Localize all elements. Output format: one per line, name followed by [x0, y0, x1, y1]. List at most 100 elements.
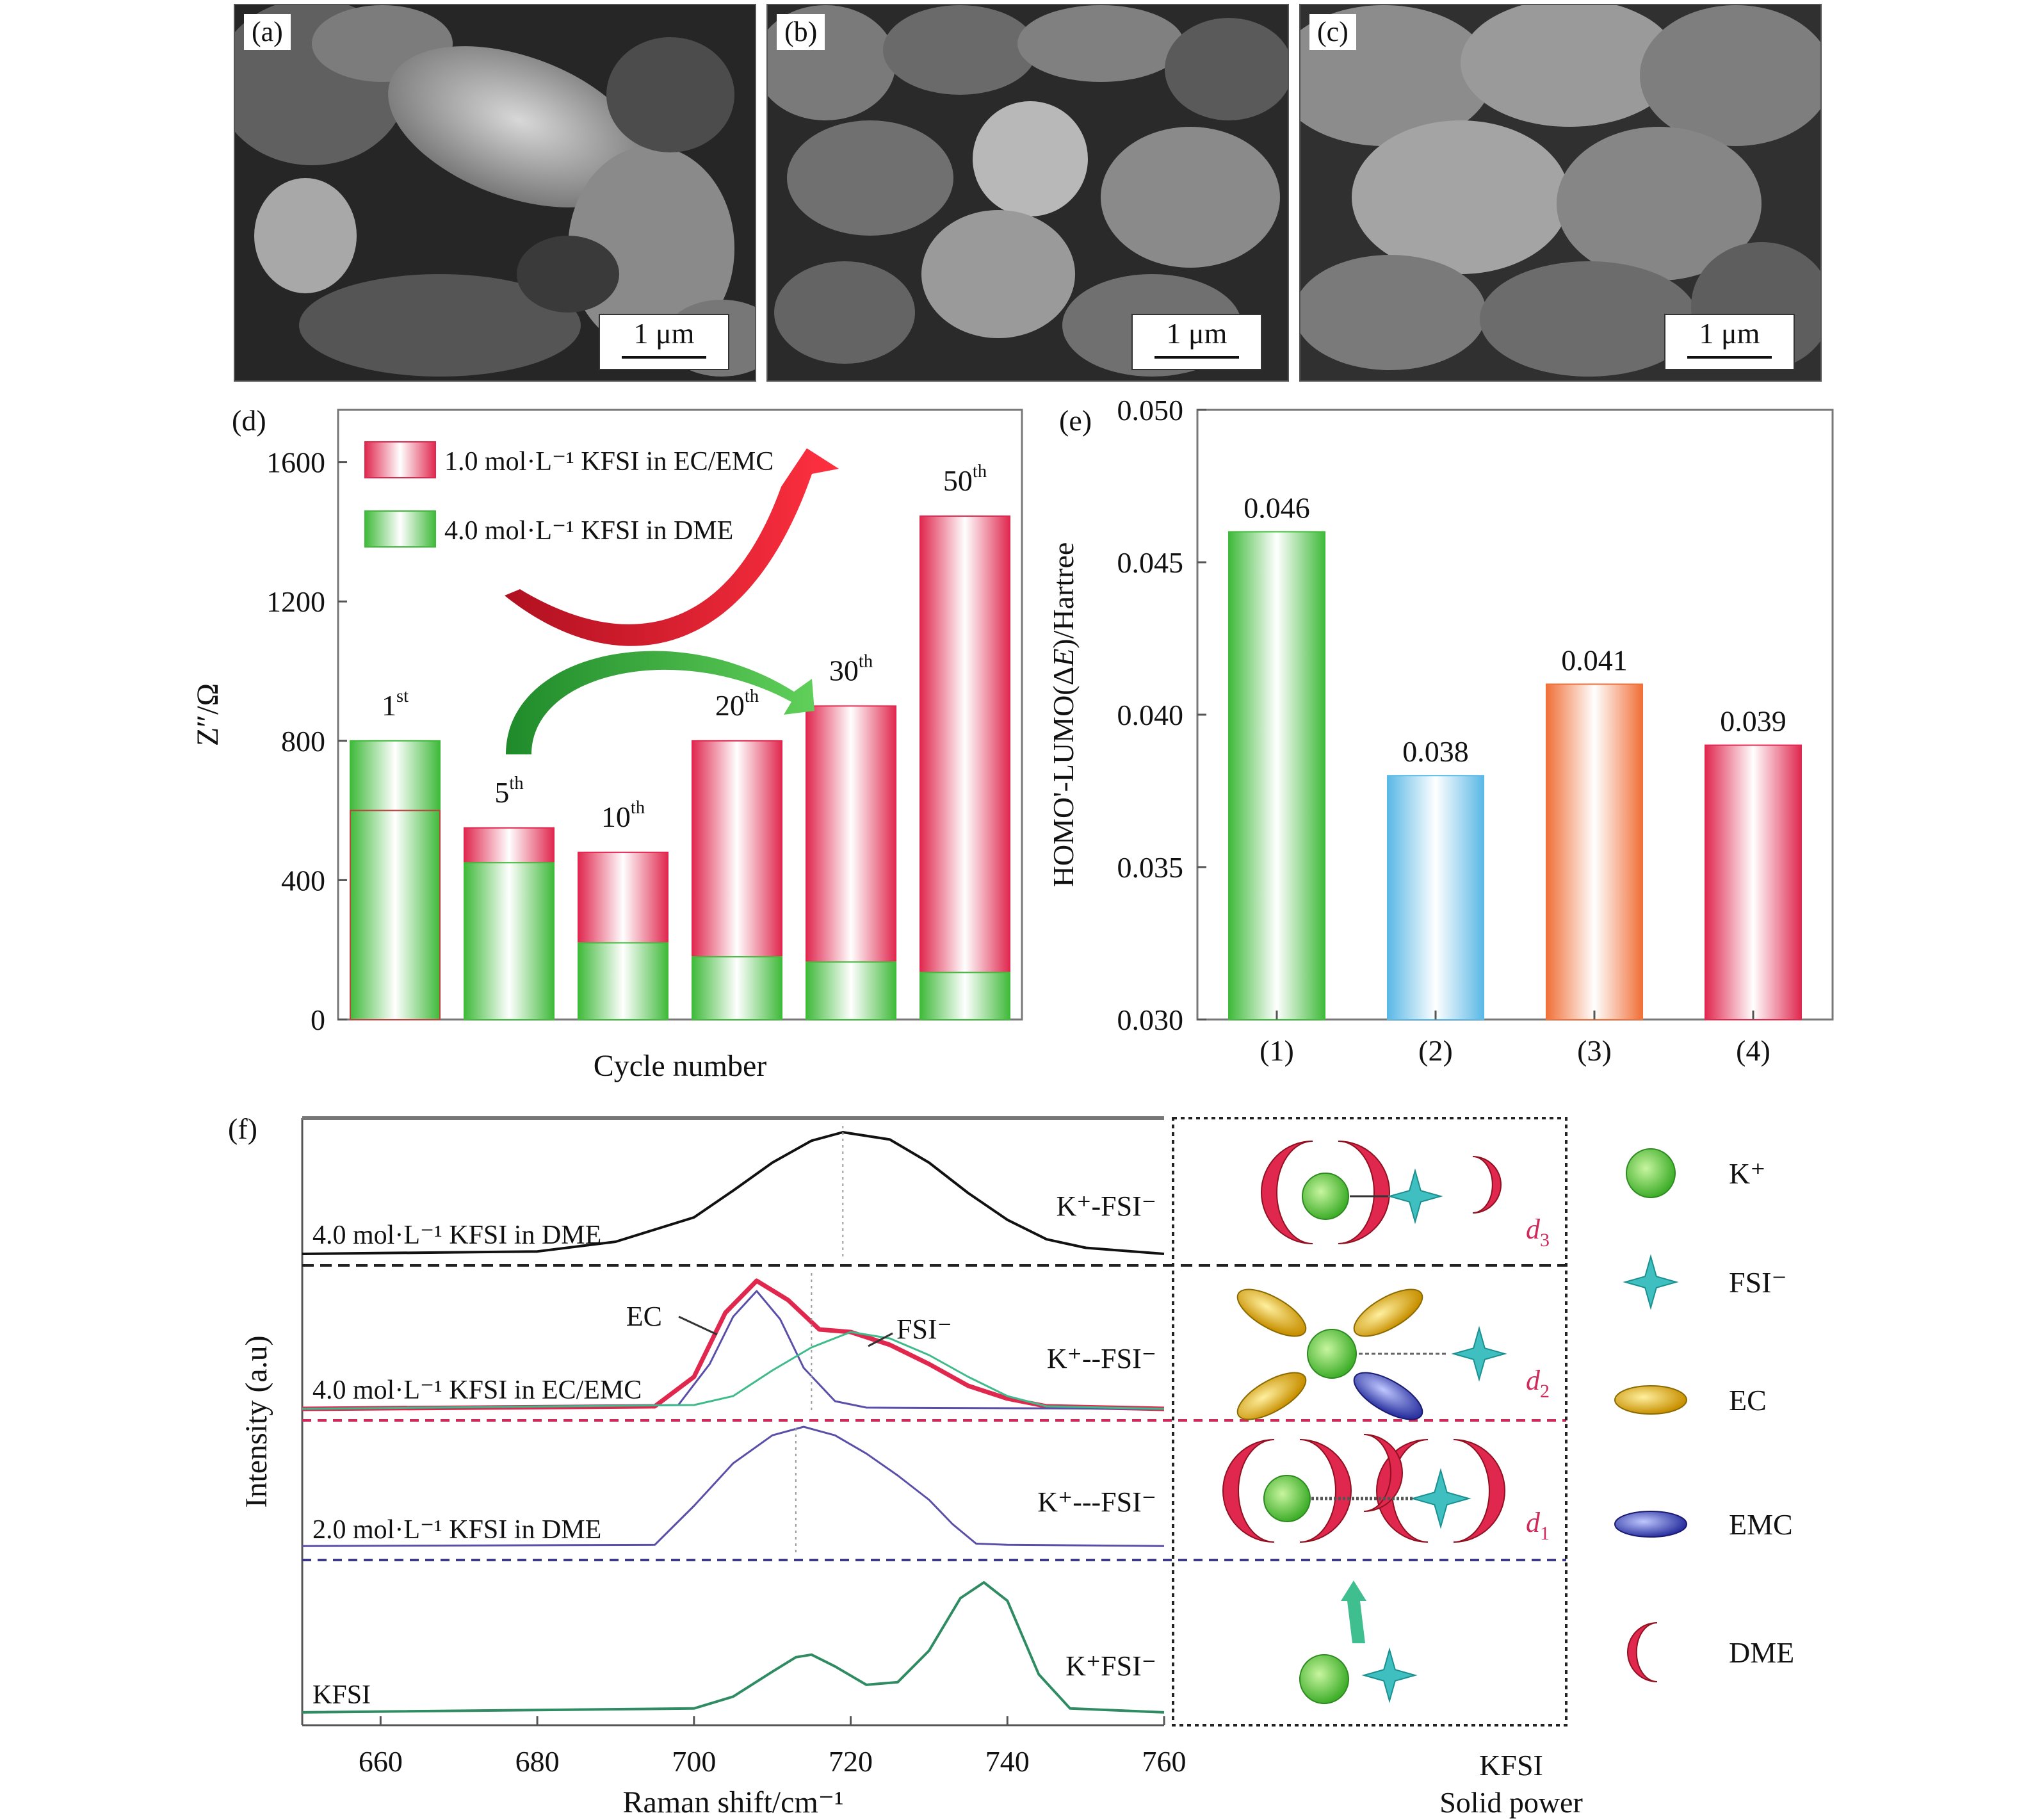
- emc-molecule-icon: [1353, 1372, 1423, 1420]
- panel-label-b: (b): [777, 14, 825, 50]
- x-tick-label-f: 740: [985, 1745, 1030, 1778]
- k-ion-icon: [1302, 1173, 1349, 1220]
- plot-frame-d: [337, 409, 1023, 1021]
- caption-solid-power: Solid power: [1439, 1786, 1583, 1819]
- x-tick-label-e: (3): [1577, 1034, 1612, 1067]
- category-label-d: 5th: [494, 774, 523, 809]
- sem-panel-c: (c) 1 μm: [1299, 4, 1822, 382]
- dme-molecule-icon: [1222, 1439, 1275, 1543]
- y-tick-label-e: 0.045: [1117, 546, 1184, 579]
- y-tick-label-e: 0.030: [1117, 1003, 1184, 1036]
- bar-red: [919, 515, 1010, 1020]
- y-tick-label-d: 400: [281, 864, 325, 897]
- bar-green: [919, 971, 1010, 1021]
- x-tick-label-f: 720: [829, 1745, 873, 1778]
- bond-label-f: K⁺--FSI⁻: [1047, 1343, 1156, 1374]
- sem-panel-a: (a) 1 μm: [234, 4, 756, 382]
- bar-e: [1705, 744, 1802, 1020]
- distance-label: d1: [1526, 1507, 1550, 1544]
- panel-label-d: (d): [232, 404, 266, 437]
- legend-label-f: EMC: [1729, 1508, 1793, 1541]
- row-label-f: KFSI: [312, 1680, 371, 1710]
- x-axis-label-d: Cycle number: [594, 1049, 767, 1083]
- dme-molecule-icon: [1338, 1141, 1390, 1244]
- panel-label-a: (a): [244, 14, 291, 50]
- spectrum-line: [302, 1426, 1165, 1547]
- dme-molecule-icon: [1627, 1622, 1658, 1682]
- legend-label-d: 4.0 mol·L⁻¹ KFSI in DME: [444, 516, 733, 546]
- row-label-f: 4.0 mol·L⁻¹ KFSI in DME: [312, 1221, 601, 1250]
- spectrum-line: [302, 1581, 1165, 1714]
- fsi-ion-icon: [1410, 1468, 1471, 1529]
- cycle-arrow-red: [505, 448, 839, 646]
- bond-label-f: K⁺FSI⁻: [1065, 1650, 1156, 1682]
- y-tick-label-d: 1200: [266, 585, 325, 618]
- bar-e: [1228, 531, 1325, 1020]
- legend-swatch-d: [364, 441, 436, 478]
- panel-label-f: (f): [228, 1112, 257, 1145]
- peak-label-ec: EC: [626, 1301, 662, 1332]
- x-tick-label-f: 680: [515, 1745, 560, 1778]
- k-ion-icon: [1299, 1654, 1349, 1704]
- dme-molecule-icon: [1299, 1439, 1352, 1543]
- y-axis-label-f: Intensity (a.u): [239, 1335, 273, 1507]
- spectrum-line: [302, 1290, 1165, 1410]
- panel-label-e: (e): [1059, 404, 1092, 437]
- y-tick-label-e: 0.050: [1117, 394, 1184, 427]
- bar-red-outline: [350, 809, 441, 1020]
- category-label-d: 50th: [943, 462, 987, 497]
- distance-label: d3: [1526, 1214, 1550, 1251]
- dme-molecule-icon: [1453, 1439, 1505, 1543]
- dme-molecule-icon: [1261, 1141, 1313, 1244]
- peak-arrow-fsi: [868, 1332, 893, 1347]
- scale-bar-b: 1 μm: [1131, 314, 1262, 370]
- fsi-ion-icon: [1361, 1647, 1418, 1703]
- x-axis-label-f: Raman shift/cm⁻¹: [623, 1785, 844, 1819]
- homo-lumo-bar-chart: (e) 0.030 0.035 0.040 0.045 0.050 HOMO'-LUMO(Δ…: [1047, 394, 1834, 1067]
- category-label-d: 1st: [382, 687, 409, 722]
- data-label-e: 0.046: [1243, 491, 1310, 524]
- bar-green: [350, 740, 441, 1021]
- raman-spectra-chart: (f) 4.0 mol·L⁻¹ KFSI in DME 4.0 mol·L⁻¹ KF…: [228, 1112, 1794, 1819]
- bar-e: [1387, 775, 1484, 1020]
- x-tick-label-e: (2): [1418, 1034, 1453, 1067]
- bar-green: [692, 956, 782, 1020]
- fsi-ion-icon: [1387, 1168, 1443, 1224]
- y-tick-label-e: 0.035: [1117, 851, 1184, 884]
- cycle-arrow-green: [506, 651, 814, 754]
- x-tick-label-f: 760: [1142, 1745, 1187, 1778]
- scale-bar-a: 1 μm: [599, 314, 729, 370]
- spectrum-line: [302, 1331, 1165, 1410]
- x-tick-label-f: 700: [672, 1745, 716, 1778]
- scale-text-a: 1 μm: [633, 317, 695, 350]
- bar-green: [464, 862, 555, 1020]
- arrow-up-icon: [1341, 1580, 1366, 1643]
- legend-label-f: FSI⁻: [1729, 1266, 1787, 1299]
- caption-kfsi: KFSI: [1479, 1749, 1543, 1782]
- scale-text-b: 1 μm: [1166, 317, 1227, 350]
- ec-molecule-icon: [1353, 1288, 1423, 1337]
- bar-e: [1546, 683, 1643, 1020]
- x-tick-label-e: (4): [1736, 1034, 1770, 1067]
- category-label-d: 30th: [829, 652, 873, 687]
- bar-green: [806, 961, 896, 1020]
- spectrum-line: [302, 1278, 1165, 1411]
- k-ion-icon: [1263, 1475, 1311, 1522]
- fsi-ion-icon: [1623, 1254, 1679, 1310]
- ec-molecule-icon: [1236, 1372, 1307, 1420]
- k-ion-icon: [1307, 1329, 1357, 1379]
- legend-swatch-d: [364, 510, 436, 548]
- x-tick-label-e: (1): [1260, 1034, 1294, 1067]
- panel-label-c: (c): [1309, 14, 1356, 50]
- legend-label-f: DME: [1729, 1636, 1794, 1669]
- data-label-e: 0.041: [1561, 644, 1628, 676]
- distance-label: d2: [1526, 1365, 1550, 1402]
- y-axis-label-e: HOMO'-LUMO(ΔE)/Hartree: [1047, 542, 1080, 888]
- y-tick-label-d: 1600: [266, 446, 325, 479]
- data-label-e: 0.039: [1720, 705, 1786, 738]
- emc-molecule-icon: [1614, 1511, 1687, 1538]
- bar-green: [578, 942, 668, 1020]
- legend-label-f: EC: [1729, 1384, 1767, 1417]
- peak-label-fsi: FSI⁻: [896, 1313, 952, 1345]
